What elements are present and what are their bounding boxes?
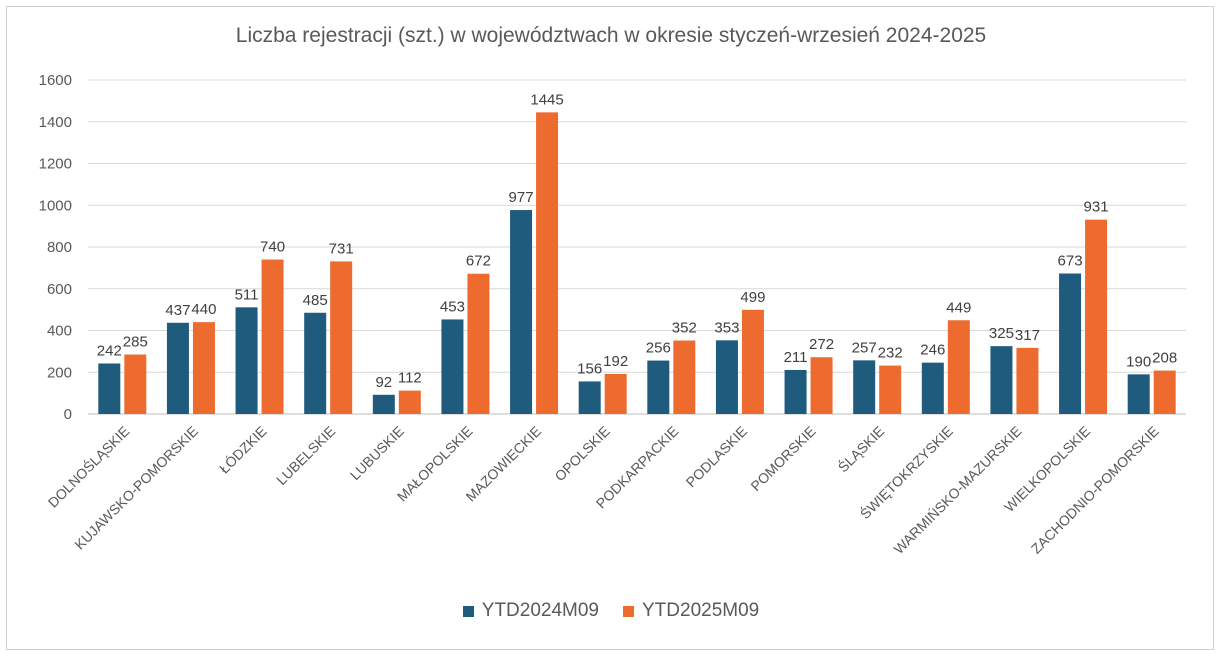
data-label: 485 xyxy=(303,292,328,309)
bar-2025 xyxy=(398,390,421,414)
category-label: OPOLSKIE xyxy=(551,423,612,484)
y-tick-label: 0 xyxy=(64,406,72,423)
y-tick-label: 1000 xyxy=(39,197,72,214)
y-tick-label: 1200 xyxy=(39,156,72,173)
bar-2025 xyxy=(261,259,284,414)
bar-2025 xyxy=(330,261,353,414)
y-tick-label: 1600 xyxy=(39,72,72,89)
chart-legend: YTD2024M09 YTD2025M09 xyxy=(0,600,1222,622)
bar-2024 xyxy=(578,381,601,414)
data-label: 272 xyxy=(809,336,834,353)
category-label: KUJAWSKO-POMORSKIE xyxy=(71,423,201,553)
data-label: 437 xyxy=(165,302,190,319)
data-label: 317 xyxy=(1015,327,1040,344)
data-label: 190 xyxy=(1126,353,1151,370)
category-label: PODLASKIE xyxy=(683,423,750,490)
bar-2024 xyxy=(98,363,121,414)
data-label: 440 xyxy=(191,301,216,318)
data-label: 92 xyxy=(375,374,392,391)
data-label: 112 xyxy=(398,370,422,387)
bar-2025 xyxy=(879,365,902,414)
bar-2025 xyxy=(467,273,490,414)
data-label: 232 xyxy=(878,345,903,362)
bar-2024 xyxy=(990,346,1013,414)
category-label: LUBELSKIE xyxy=(273,423,338,488)
data-label: 352 xyxy=(672,320,697,337)
bar-2024 xyxy=(235,307,258,414)
bar-2024 xyxy=(647,360,670,414)
data-label: 673 xyxy=(1058,253,1083,270)
legend-item-2024: YTD2024M09 xyxy=(462,600,599,622)
chart-title: Liczba rejestracji (szt.) w województwac… xyxy=(235,24,987,47)
bar-2025 xyxy=(1085,219,1108,414)
legend-item-2025: YTD2025M09 xyxy=(623,600,759,622)
category-label: WARMIŃSKO-MAZURSKIE xyxy=(890,423,1024,557)
bar-2024 xyxy=(304,312,327,414)
data-label: 256 xyxy=(646,340,671,357)
data-label: 208 xyxy=(1152,350,1177,367)
y-tick-label: 800 xyxy=(47,239,72,256)
data-label: 192 xyxy=(603,353,628,370)
data-label: 211 xyxy=(784,349,808,366)
bar-2025 xyxy=(1153,370,1176,414)
bar-2025 xyxy=(947,320,970,414)
legend-swatch-2025 xyxy=(623,605,634,617)
bar-2025 xyxy=(673,340,696,414)
data-label: 731 xyxy=(329,240,354,257)
y-tick-label: 1400 xyxy=(39,114,72,131)
data-label: 325 xyxy=(989,325,1014,342)
bar-2024 xyxy=(166,322,189,414)
data-label: 1445 xyxy=(530,91,563,108)
data-label: 499 xyxy=(740,289,765,306)
bar-2025 xyxy=(124,354,147,414)
bar-2024 xyxy=(921,362,944,414)
bar-2024 xyxy=(853,360,876,414)
legend-swatch-2024 xyxy=(462,605,474,617)
data-label: 453 xyxy=(440,298,465,315)
category-label: POMORSKIE xyxy=(747,423,818,494)
data-label: 740 xyxy=(260,239,285,256)
category-label: LUBUSKIE xyxy=(347,423,407,483)
data-label: 353 xyxy=(714,319,739,336)
bar-2024 xyxy=(1127,374,1150,414)
bar-2024 xyxy=(441,319,464,414)
data-label: 242 xyxy=(97,342,122,359)
legend-label-2024: YTD2024M09 xyxy=(481,600,599,621)
data-label: 257 xyxy=(852,339,877,356)
bar-2024 xyxy=(784,369,807,414)
y-tick-label: 200 xyxy=(47,364,72,381)
data-label: 511 xyxy=(235,286,259,303)
bar-2025 xyxy=(741,309,764,414)
category-label: ZACHODNIO-POMORSKIE xyxy=(1028,423,1162,557)
data-label: 285 xyxy=(123,334,148,351)
data-label: 931 xyxy=(1084,199,1109,216)
data-label: 246 xyxy=(920,342,945,359)
bar-2025 xyxy=(536,112,559,414)
data-label: 156 xyxy=(577,360,602,377)
category-label: MAZOWIECKIE xyxy=(462,423,544,505)
y-tick-label: 400 xyxy=(47,323,72,340)
bar-2024 xyxy=(372,394,395,414)
data-label: 449 xyxy=(946,299,971,316)
legend-label-2025: YTD2025M09 xyxy=(642,600,760,621)
bar-2025 xyxy=(192,322,215,414)
bar-2025 xyxy=(810,357,833,414)
data-label: 672 xyxy=(466,253,491,270)
y-tick-label: 600 xyxy=(47,281,72,298)
bar-2024 xyxy=(715,340,738,414)
data-label: 977 xyxy=(509,189,534,206)
bar-2025 xyxy=(1016,347,1039,414)
bar-2025 xyxy=(604,373,627,414)
bar-2024 xyxy=(1059,273,1082,414)
bar-2024 xyxy=(510,210,533,414)
category-label: ŁÓDZKIE xyxy=(216,423,270,477)
category-label: ŚLĄSKIE xyxy=(834,422,887,475)
